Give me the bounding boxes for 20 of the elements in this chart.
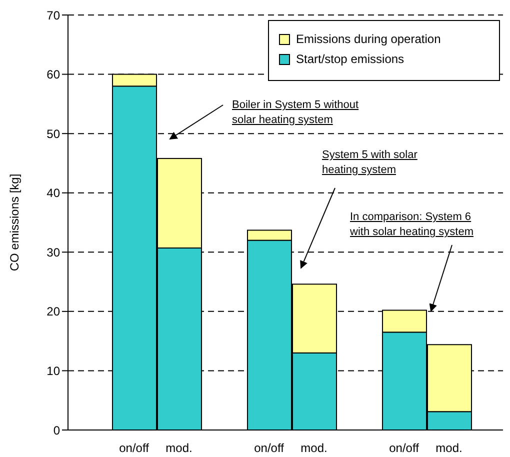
y-tick-label: 20 [46,304,60,319]
y-tick-label: 50 [46,126,60,141]
y-tick-label: 60 [46,68,60,82]
x-tick-label: mod. [436,441,462,455]
y-axis-title: CO emissions [kg] [7,174,22,272]
legend-label: Start/stop emissions [296,52,404,66]
legend-label: Emissions during operation [296,32,441,46]
annotation: Boiler in System 5 without solar heating system [232,98,362,128]
x-tick-label: on/off [119,441,150,455]
y-tick-label: 30 [46,245,60,260]
y-tick-label: 40 [46,186,60,200]
annotation: In comparison: System 6 with solar heating system [350,210,490,240]
x-tick-label: mod. [300,441,328,455]
y-tick-label: 0 [53,423,60,438]
annotation: System 5 with solar heating system [322,148,422,178]
y-tick-label: 10 [46,364,60,378]
y-tick-label: 70 [46,8,60,22]
x-tick-label: on/off [389,441,420,455]
x-tick-label: mod. [166,441,192,455]
x-tick-label: on/off [254,441,285,455]
